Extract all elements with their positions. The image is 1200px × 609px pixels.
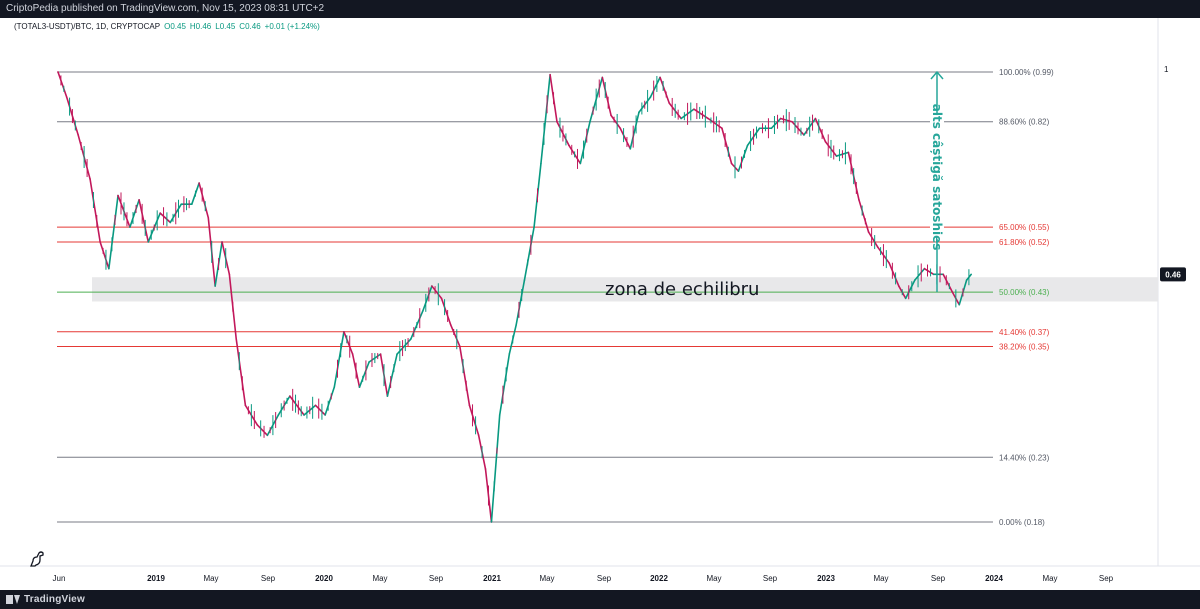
price-segment: [693, 108, 709, 120]
time-tick-label: Sep: [931, 574, 946, 583]
price-segment: [540, 73, 551, 165]
fib-level-label: 0.00% (0.18): [999, 518, 1045, 527]
time-tick-label: Sep: [763, 574, 778, 583]
time-tick-label: Jun: [53, 574, 66, 583]
price-segment: [89, 178, 101, 243]
legend-open: O0.45: [164, 22, 186, 31]
price-segment: [449, 323, 461, 348]
price-segment: [256, 424, 269, 437]
price-segment: [386, 353, 398, 397]
fib-level-label: 38.20% (0.35): [999, 342, 1050, 351]
price-segment: [198, 182, 210, 219]
price-segment: [770, 117, 782, 130]
price-segment: [343, 330, 354, 355]
price-segment: [610, 114, 622, 130]
zone-label: zona de echilibru: [605, 279, 759, 300]
price-segment: [523, 226, 535, 281]
price-segment: [235, 338, 247, 407]
fib-level-label: 14.40% (0.23): [999, 453, 1050, 462]
price-segment: [99, 241, 110, 270]
dino-icon[interactable]: [28, 550, 46, 568]
gain-arrow-label-bg: [930, 115, 944, 240]
symbol-legend: (TOTAL3-USDT)/BTC, 1D, CRYPTOCAP O0.45 H…: [14, 22, 320, 31]
gain-arrow-head: [930, 70, 944, 80]
time-tick-label: May: [539, 574, 554, 583]
price-segment: [629, 111, 640, 150]
fib-level-label: 50.00% (0.43): [999, 288, 1050, 297]
price-segment: [159, 212, 172, 224]
price-segment: [289, 395, 305, 416]
price-segment: [431, 285, 443, 300]
price-segment: [707, 117, 723, 130]
price-segment: [649, 76, 661, 98]
last-price-label: 0.46: [1165, 270, 1181, 279]
last-price-badge: [1160, 267, 1186, 282]
price-chart[interactable]: 100.00% (0.99) 88.60% (0.82) 65.00% (0.55)…: [0, 18, 1200, 590]
gain-arrow-label: alts câștigă satoshies: [930, 104, 944, 251]
price-segment: [108, 194, 119, 270]
equilibrium-zone: [92, 277, 1158, 302]
price-segment: [888, 262, 900, 287]
price-segment: [721, 127, 733, 165]
time-tick-label: May: [873, 574, 888, 583]
time-tick-label: 2023: [817, 574, 835, 583]
fib-level-label: 100.00% (0.99): [999, 68, 1054, 77]
time-tick-label: Sep: [261, 574, 276, 583]
time-tick-label: Sep: [429, 574, 444, 583]
price-segment: [659, 76, 671, 104]
price-segment: [914, 267, 926, 281]
price-segment: [459, 345, 471, 407]
price-segment: [737, 144, 749, 172]
price-segment: [138, 199, 150, 243]
price-segment: [814, 117, 827, 143]
price-tick-label: 1: [1164, 65, 1169, 74]
legend-close: C0.46: [239, 22, 261, 31]
legend-symbol: (TOTAL3-USDT)/BTC, 1D, CRYPTOCAP: [14, 22, 161, 31]
legend-change: +0.01 (+1.24%): [264, 22, 320, 31]
time-tick-label: May: [372, 574, 387, 583]
fib-level-label: 41.40% (0.37): [999, 328, 1050, 337]
tradingview-footer: TradingView: [0, 590, 1200, 609]
time-tick-label: Sep: [1099, 574, 1114, 583]
price-segment: [904, 279, 916, 300]
price-segment: [579, 120, 591, 165]
legend-low: L0.45: [215, 22, 236, 31]
price-segment: [498, 353, 511, 416]
time-tick-label: May: [1042, 574, 1057, 583]
price-segment: [858, 199, 870, 233]
price-segment: [314, 404, 326, 416]
price-segment: [333, 330, 345, 388]
fib-level-label: 88.60% (0.82): [999, 118, 1050, 127]
price-segment: [867, 231, 879, 248]
price-segment: [57, 71, 68, 98]
time-tick-label: 2021: [483, 574, 501, 583]
price-segment: [324, 386, 336, 416]
tradingview-logo-icon: [6, 595, 20, 604]
time-tick-label: 2019: [147, 574, 165, 583]
price-segment: [601, 76, 612, 117]
fib-level-label: 65.00% (0.55): [999, 223, 1050, 232]
price-segment: [923, 267, 935, 276]
time-tick-label: 2024: [985, 574, 1003, 583]
publish-header: CriptoPedia published on TradingView.com…: [0, 0, 1200, 18]
fib-level-label: 61.80% (0.52): [999, 238, 1050, 247]
price-segment: [490, 414, 501, 523]
time-tick-label: May: [706, 574, 721, 583]
price-segment: [358, 361, 370, 388]
published-text: CriptoPedia published on TradingView.com…: [6, 3, 325, 14]
price-segment: [942, 273, 954, 293]
price-segment: [468, 404, 480, 437]
time-tick-label: 2022: [650, 574, 668, 583]
price-segment: [515, 279, 526, 326]
price-segment: [440, 297, 452, 326]
time-tick-label: May: [203, 574, 218, 583]
price-segment: [421, 285, 433, 313]
time-tick-label: 2020: [315, 574, 333, 583]
footer-brand: TradingView: [24, 594, 85, 605]
price-segment: [619, 127, 632, 150]
time-tick-label: Sep: [597, 574, 612, 583]
price-segment: [129, 199, 140, 228]
legend-high: H0.46: [189, 22, 212, 31]
